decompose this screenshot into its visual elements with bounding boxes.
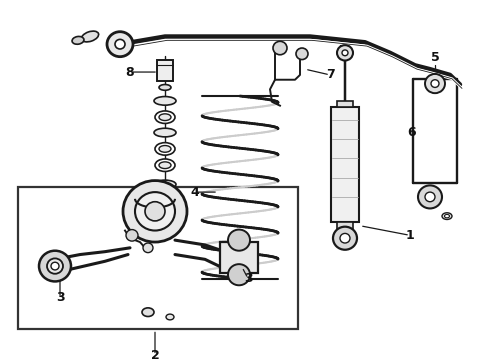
- Text: 7: 7: [326, 68, 334, 81]
- Circle shape: [39, 251, 71, 282]
- Bar: [331, 107, 359, 222]
- Circle shape: [342, 50, 348, 56]
- Circle shape: [228, 230, 250, 251]
- Circle shape: [431, 80, 439, 87]
- Ellipse shape: [166, 314, 174, 320]
- Circle shape: [107, 32, 133, 57]
- Text: 5: 5: [431, 51, 440, 64]
- Circle shape: [333, 227, 357, 250]
- Ellipse shape: [159, 145, 171, 152]
- Bar: [337, 222, 353, 231]
- Circle shape: [425, 192, 435, 202]
- Text: 4: 4: [191, 186, 199, 199]
- Ellipse shape: [442, 213, 452, 220]
- Ellipse shape: [155, 111, 175, 123]
- Circle shape: [115, 39, 125, 49]
- Bar: [337, 101, 353, 107]
- Circle shape: [126, 230, 138, 241]
- Circle shape: [145, 202, 165, 221]
- Ellipse shape: [159, 85, 171, 90]
- Circle shape: [273, 41, 287, 55]
- Circle shape: [425, 74, 445, 93]
- Bar: [157, 59, 173, 81]
- Ellipse shape: [155, 159, 175, 171]
- Circle shape: [340, 233, 350, 243]
- Circle shape: [418, 185, 442, 208]
- Circle shape: [296, 48, 308, 59]
- Ellipse shape: [155, 143, 175, 155]
- Text: 8: 8: [126, 66, 134, 78]
- Bar: [220, 242, 258, 273]
- Text: 1: 1: [406, 229, 415, 242]
- Ellipse shape: [155, 195, 175, 208]
- Ellipse shape: [72, 36, 84, 44]
- Circle shape: [228, 264, 250, 285]
- Bar: [18, 187, 298, 329]
- Ellipse shape: [154, 180, 176, 189]
- Circle shape: [337, 45, 353, 60]
- Ellipse shape: [159, 198, 171, 205]
- Text: 2: 2: [150, 349, 159, 360]
- Circle shape: [47, 258, 63, 274]
- Ellipse shape: [159, 114, 171, 121]
- Ellipse shape: [81, 31, 98, 42]
- Text: 3: 3: [56, 291, 64, 304]
- Circle shape: [135, 192, 175, 230]
- Circle shape: [123, 181, 187, 242]
- Ellipse shape: [444, 215, 449, 218]
- Ellipse shape: [154, 128, 176, 137]
- Text: 3: 3: [244, 272, 252, 285]
- Ellipse shape: [142, 308, 154, 316]
- Text: 6: 6: [408, 126, 416, 139]
- Circle shape: [51, 262, 59, 270]
- Circle shape: [143, 243, 153, 253]
- Ellipse shape: [159, 162, 171, 168]
- Ellipse shape: [154, 96, 176, 105]
